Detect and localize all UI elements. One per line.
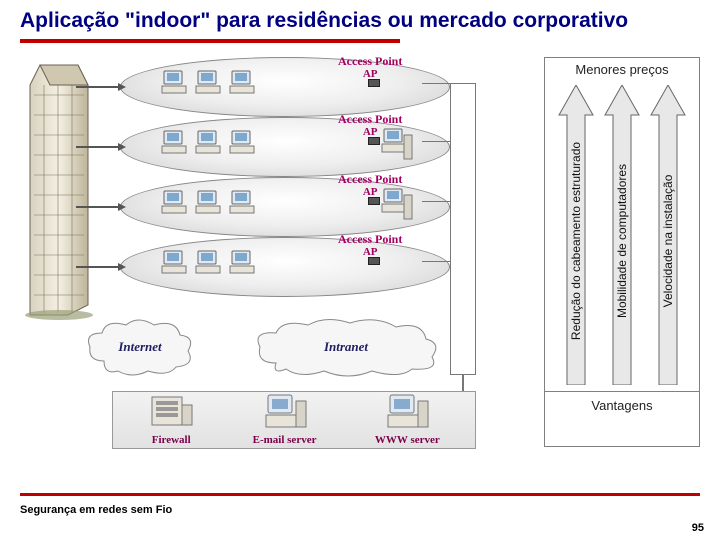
building-to-floor-arrow [76, 146, 120, 148]
footer-text: Segurança em redes sem Fio [20, 504, 172, 516]
arrow-velocidade-label: Velocidade na instalação [661, 175, 675, 308]
server-www: WWW server [375, 389, 440, 446]
workstation-icon [160, 129, 188, 155]
access-point-icon [368, 197, 380, 205]
vantagens-header: Menores preços [545, 58, 699, 81]
internet-cloud: Internet [84, 317, 196, 379]
building-to-floor-arrow [76, 206, 120, 208]
page-title: Aplicação "indoor" para residências ou m… [20, 8, 700, 33]
access-point-label: Access PointAP [338, 55, 402, 80]
workstation-icon [160, 69, 188, 95]
workstation-row [160, 249, 256, 275]
workstation-row [160, 69, 256, 95]
connector-line [422, 261, 450, 262]
connector-line [422, 141, 450, 142]
firewall-label: Firewall [152, 434, 191, 446]
workstation-icon [228, 189, 256, 215]
access-point-icon [368, 257, 380, 265]
firewall-icon [148, 389, 194, 433]
diagram: Access PointAP Access PointAP Access Point… [20, 55, 700, 450]
intranet-label: Intranet [324, 339, 368, 355]
slide: Aplicação "indoor" para residências ou m… [0, 0, 720, 540]
workstation-icon [228, 129, 256, 155]
server-row: Firewall E-mail server WWW server [112, 391, 476, 449]
vantagens-arrows: Redução do cabeamento estruturado Mobili… [545, 81, 699, 391]
arrow-mobilidade-label: Mobilidade de computadores [615, 164, 629, 318]
arrowhead-icon [118, 143, 126, 151]
server-firewall: Firewall [148, 389, 194, 446]
access-point-label: Access PointAP [338, 173, 402, 198]
connector-line [422, 201, 450, 202]
connector-line [462, 375, 464, 391]
access-point-icon [368, 137, 380, 145]
www-label: WWW server [375, 434, 440, 446]
arrowhead-icon [118, 83, 126, 91]
workstation-icon [160, 249, 188, 275]
building-to-floor-arrow [76, 86, 120, 88]
arrow-velocidade: Velocidade na instalação [649, 85, 687, 385]
workstation-icon [228, 69, 256, 95]
server-email: E-mail server [253, 389, 317, 446]
workstation-icon [194, 189, 222, 215]
arrow-cabeamento-label: Redução do cabeamento estruturado [569, 142, 583, 340]
arrowhead-icon [118, 203, 126, 211]
access-point-icon [368, 79, 380, 87]
arrow-mobilidade: Mobilidade de computadores [603, 85, 641, 385]
arrow-cabeamento: Redução do cabeamento estruturado [557, 85, 595, 385]
www-server-icon [384, 389, 430, 433]
network-backbone [450, 83, 476, 375]
page-number: 95 [692, 522, 704, 534]
access-point-label: Access PointAP [338, 113, 402, 138]
internet-label: Internet [118, 339, 161, 355]
workstation-icon [194, 69, 222, 95]
vantagens-panel: Menores preços Redução do cabeamento est… [544, 57, 700, 447]
connector-line [422, 83, 450, 84]
workstation-row [160, 189, 256, 215]
building-icon [20, 55, 98, 320]
arrowhead-icon [118, 263, 126, 271]
building-to-floor-arrow [76, 266, 120, 268]
vantagens-footer: Vantagens [545, 391, 699, 419]
title-underline [20, 39, 400, 43]
email-server-icon [262, 389, 308, 433]
footer-rule [20, 493, 700, 496]
intranet-cloud: Intranet [252, 317, 440, 379]
workstation-icon [194, 129, 222, 155]
workstation-icon [228, 249, 256, 275]
workstation-row [160, 129, 256, 155]
email-label: E-mail server [253, 434, 317, 446]
access-point-label: Access PointAP [338, 233, 402, 258]
workstation-icon [194, 249, 222, 275]
workstation-icon [160, 189, 188, 215]
